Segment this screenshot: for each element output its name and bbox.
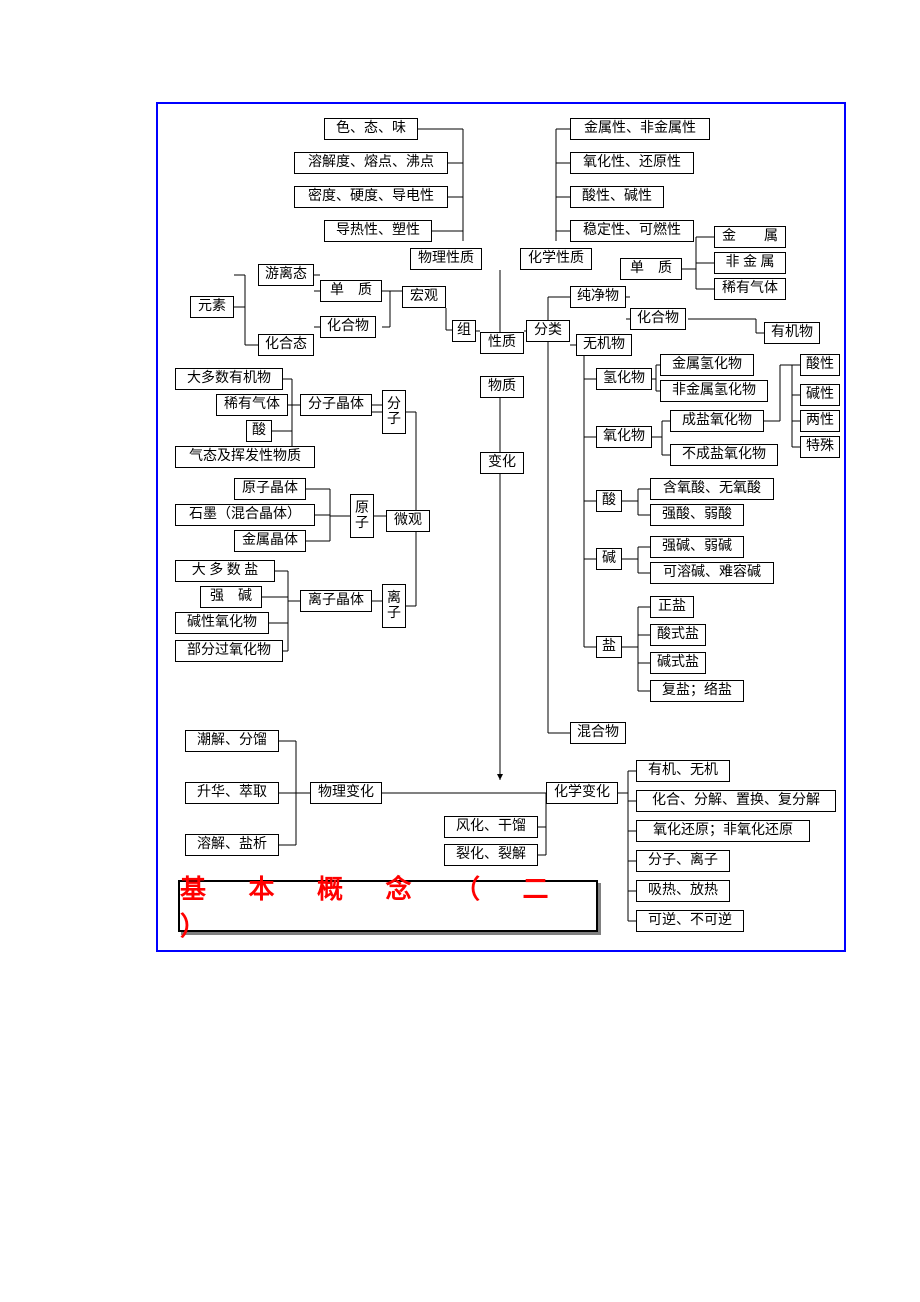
node-b4: 导热性、塑性: [324, 220, 432, 242]
node-b26: 无机物: [576, 334, 632, 356]
node-b38: 酸性: [800, 354, 840, 376]
node-b47: 石墨（混合晶体）: [175, 504, 315, 526]
node-b45: 变化: [480, 452, 524, 474]
node-b23: 组: [452, 320, 476, 342]
node-b69: 潮解、分馏: [185, 730, 279, 752]
node-b14: 稀有气体: [714, 278, 786, 300]
node-b57: 大 多 数 盐: [175, 560, 275, 582]
node-b8: 稳定性、可燃性: [570, 220, 694, 242]
node-b13: 非 金 属: [714, 252, 786, 274]
node-b55: 强碱、弱碱: [650, 536, 744, 558]
node-b56: 可溶碱、难容碱: [650, 562, 774, 584]
node-b51: 酸: [596, 490, 622, 512]
node-b17: 宏观: [402, 286, 446, 308]
node-b34: 物质: [480, 376, 524, 398]
node-b66: 碱式盐: [650, 652, 706, 674]
node-b68: 混合物: [570, 722, 626, 744]
node-b10: 化学性质: [520, 248, 592, 270]
node-b54: 碱: [596, 548, 622, 570]
node-b80: 吸热、放热: [636, 880, 730, 902]
node-b6: 氧化性、还原性: [570, 152, 694, 174]
node-b32: 酸: [246, 420, 272, 442]
node-b71: 物理变化: [310, 782, 382, 804]
node-b77: 溶解、盐析: [185, 834, 279, 856]
node-b67: 复盐；络盐: [650, 680, 744, 702]
node-b15: 游离态: [258, 264, 314, 286]
node-b16: 单 质: [320, 280, 382, 302]
node-b81: 可逆、不可逆: [636, 910, 744, 932]
node-b49: 微观: [386, 510, 430, 532]
node-b35: 氢化物: [596, 368, 652, 390]
node-b50: 金属晶体: [234, 530, 306, 552]
node-b12: 金 属: [714, 226, 786, 248]
node-b64: 正盐: [650, 596, 694, 618]
node-b70: 升华、萃取: [185, 782, 279, 804]
node-b31: 分子: [382, 390, 406, 434]
node-b3: 密度、硬度、导电性: [294, 186, 448, 208]
node-b1: 色、态、味: [324, 118, 418, 140]
node-b72: 化学变化: [546, 782, 618, 804]
node-b76: 氧化还原；非氧化还原: [636, 820, 810, 842]
node-b79: 分子、离子: [636, 850, 730, 872]
node-b19: 元素: [190, 296, 234, 318]
node-b22: 化合态: [258, 334, 314, 356]
node-b39: 碱性: [800, 384, 840, 406]
node-b73: 有机、无机: [636, 760, 730, 782]
node-b18: 纯净物: [570, 286, 626, 308]
node-b61: 碱性氧化物: [175, 612, 269, 634]
node-b7: 酸性、碱性: [570, 186, 664, 208]
diagram-canvas: 色、态、味溶解度、熔点、沸点密度、硬度、导电性导热性、塑性 金属性、非金属性氧化性…: [0, 0, 920, 1302]
node-b52: 含氧酸、无氧酸: [650, 478, 774, 500]
node-b63: 盐: [596, 636, 622, 658]
node-b20: 化合物: [320, 316, 376, 338]
title-box: 基 本 概 念 （ 二 ）: [178, 880, 598, 932]
node-b29: 稀有气体: [216, 394, 288, 416]
node-b48: 原子: [350, 494, 374, 538]
node-b30: 分子晶体: [300, 394, 372, 416]
node-b60: 离子: [382, 584, 406, 628]
node-b44: 不成盐氧化物: [670, 444, 778, 466]
node-b24: 性质: [480, 332, 524, 354]
node-b42: 氧化物: [596, 426, 652, 448]
node-b33: 气态及挥发性物质: [175, 446, 315, 468]
node-b59: 离子晶体: [300, 590, 372, 612]
node-b28: 大多数有机物: [175, 368, 283, 390]
node-b37: 非金属氢化物: [660, 380, 768, 402]
node-b27: 有机物: [764, 322, 820, 344]
node-b9: 物理性质: [410, 248, 482, 270]
node-b62: 部分过氧化物: [175, 640, 283, 662]
node-b46: 原子晶体: [234, 478, 306, 500]
node-b11: 单 质: [620, 258, 682, 280]
node-b53: 强酸、弱酸: [650, 504, 744, 526]
node-b75: 风化、干馏: [444, 816, 538, 838]
node-b58: 强 碱: [200, 586, 262, 608]
node-b43: 特殊: [800, 436, 840, 458]
node-b74: 化合、分解、置换、复分解: [636, 790, 836, 812]
node-b25: 分类: [526, 320, 570, 342]
node-b36: 金属氢化物: [660, 354, 754, 376]
node-b41: 两性: [800, 410, 840, 432]
node-b5: 金属性、非金属性: [570, 118, 710, 140]
node-b2: 溶解度、熔点、沸点: [294, 152, 448, 174]
node-b78: 裂化、裂解: [444, 844, 538, 866]
node-b65: 酸式盐: [650, 624, 706, 646]
node-b21: 化合物: [630, 308, 686, 330]
node-b40: 成盐氧化物: [670, 410, 764, 432]
